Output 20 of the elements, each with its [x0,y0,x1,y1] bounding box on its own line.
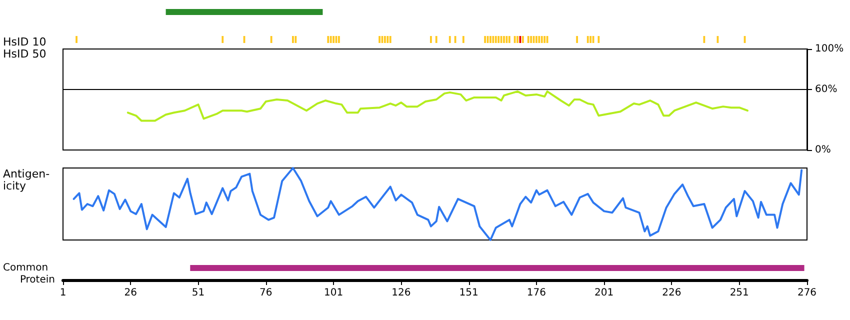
y-tick-label: 60% [815,84,838,95]
x-tick-label: 201 [594,288,614,298]
y-tick-label: 0% [815,144,831,156]
x-tick-label: 26 [124,288,138,298]
x-tick-label: 101 [324,288,344,298]
x-axis-title: Protein [20,274,55,286]
y-axis-title: HsID 50 [3,48,46,60]
y-tick-label: Common [3,262,48,274]
x-tick-label: 176 [526,288,546,298]
y-axis-title: HsID 10 [3,36,46,48]
y-tick-label: 100% [815,44,844,54]
x-tick-label: 51 [192,288,205,298]
x-tick-label: 226 [662,288,682,298]
x-tick-label: 126 [392,288,411,298]
x-tick-label: 251 [730,288,749,298]
x-tick-label: 151 [459,288,478,298]
y-axis-title: Antigen-icity [3,168,50,192]
x-tick-label: 1 [60,288,66,298]
x-tick-label: 276 [797,288,817,298]
x-tick-label: 76 [260,288,272,298]
